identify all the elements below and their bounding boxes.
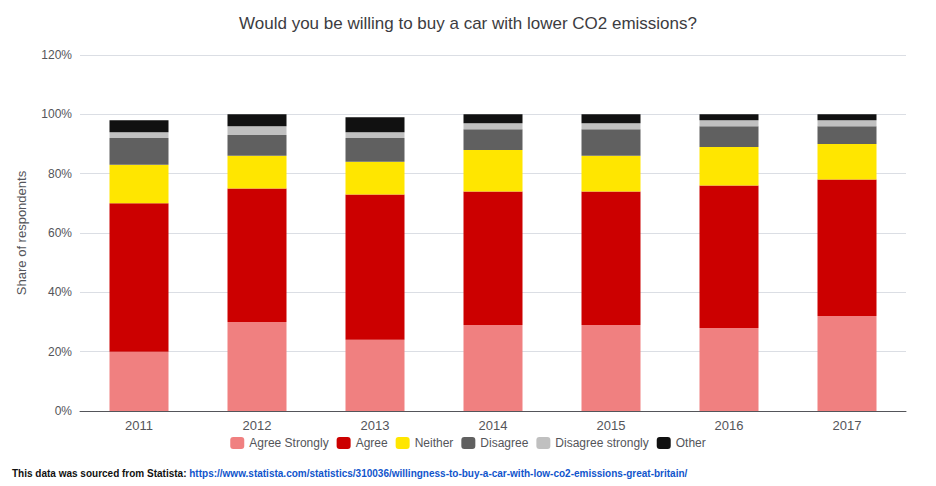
svg-text:Agree Strongly: Agree Strongly: [249, 436, 328, 450]
svg-text:20%: 20%: [48, 345, 72, 359]
svg-text:Share of respondents: Share of respondents: [14, 170, 29, 295]
svg-text:2011: 2011: [125, 418, 153, 433]
svg-text:Neither: Neither: [415, 436, 454, 450]
svg-text:60%: 60%: [48, 226, 72, 240]
svg-text:This data was sourced from Sta: This data was sourced from Statista:: [12, 468, 189, 479]
svg-text:2017: 2017: [833, 418, 862, 433]
svg-text:https://www.statista.com/stati: https://www.statista.com/statistics/3100…: [189, 468, 687, 479]
svg-text:120%: 120%: [41, 48, 72, 62]
svg-text:2013: 2013: [361, 418, 390, 433]
svg-text:2012: 2012: [243, 418, 272, 433]
svg-text:Would you be willing to buy a: Would you be willing to buy a car with l…: [239, 14, 697, 33]
svg-text:Disagree strongly: Disagree strongly: [555, 436, 648, 450]
svg-text:0%: 0%: [55, 404, 73, 418]
svg-text:40%: 40%: [48, 285, 72, 299]
svg-text:80%: 80%: [48, 167, 72, 181]
svg-text:2016: 2016: [715, 418, 744, 433]
svg-text:2014: 2014: [479, 418, 508, 433]
svg-text:Agree: Agree: [356, 436, 388, 450]
svg-text:2015: 2015: [597, 418, 626, 433]
svg-text:Disagree: Disagree: [480, 436, 528, 450]
svg-text:Other: Other: [676, 436, 706, 450]
svg-text:100%: 100%: [41, 107, 72, 121]
